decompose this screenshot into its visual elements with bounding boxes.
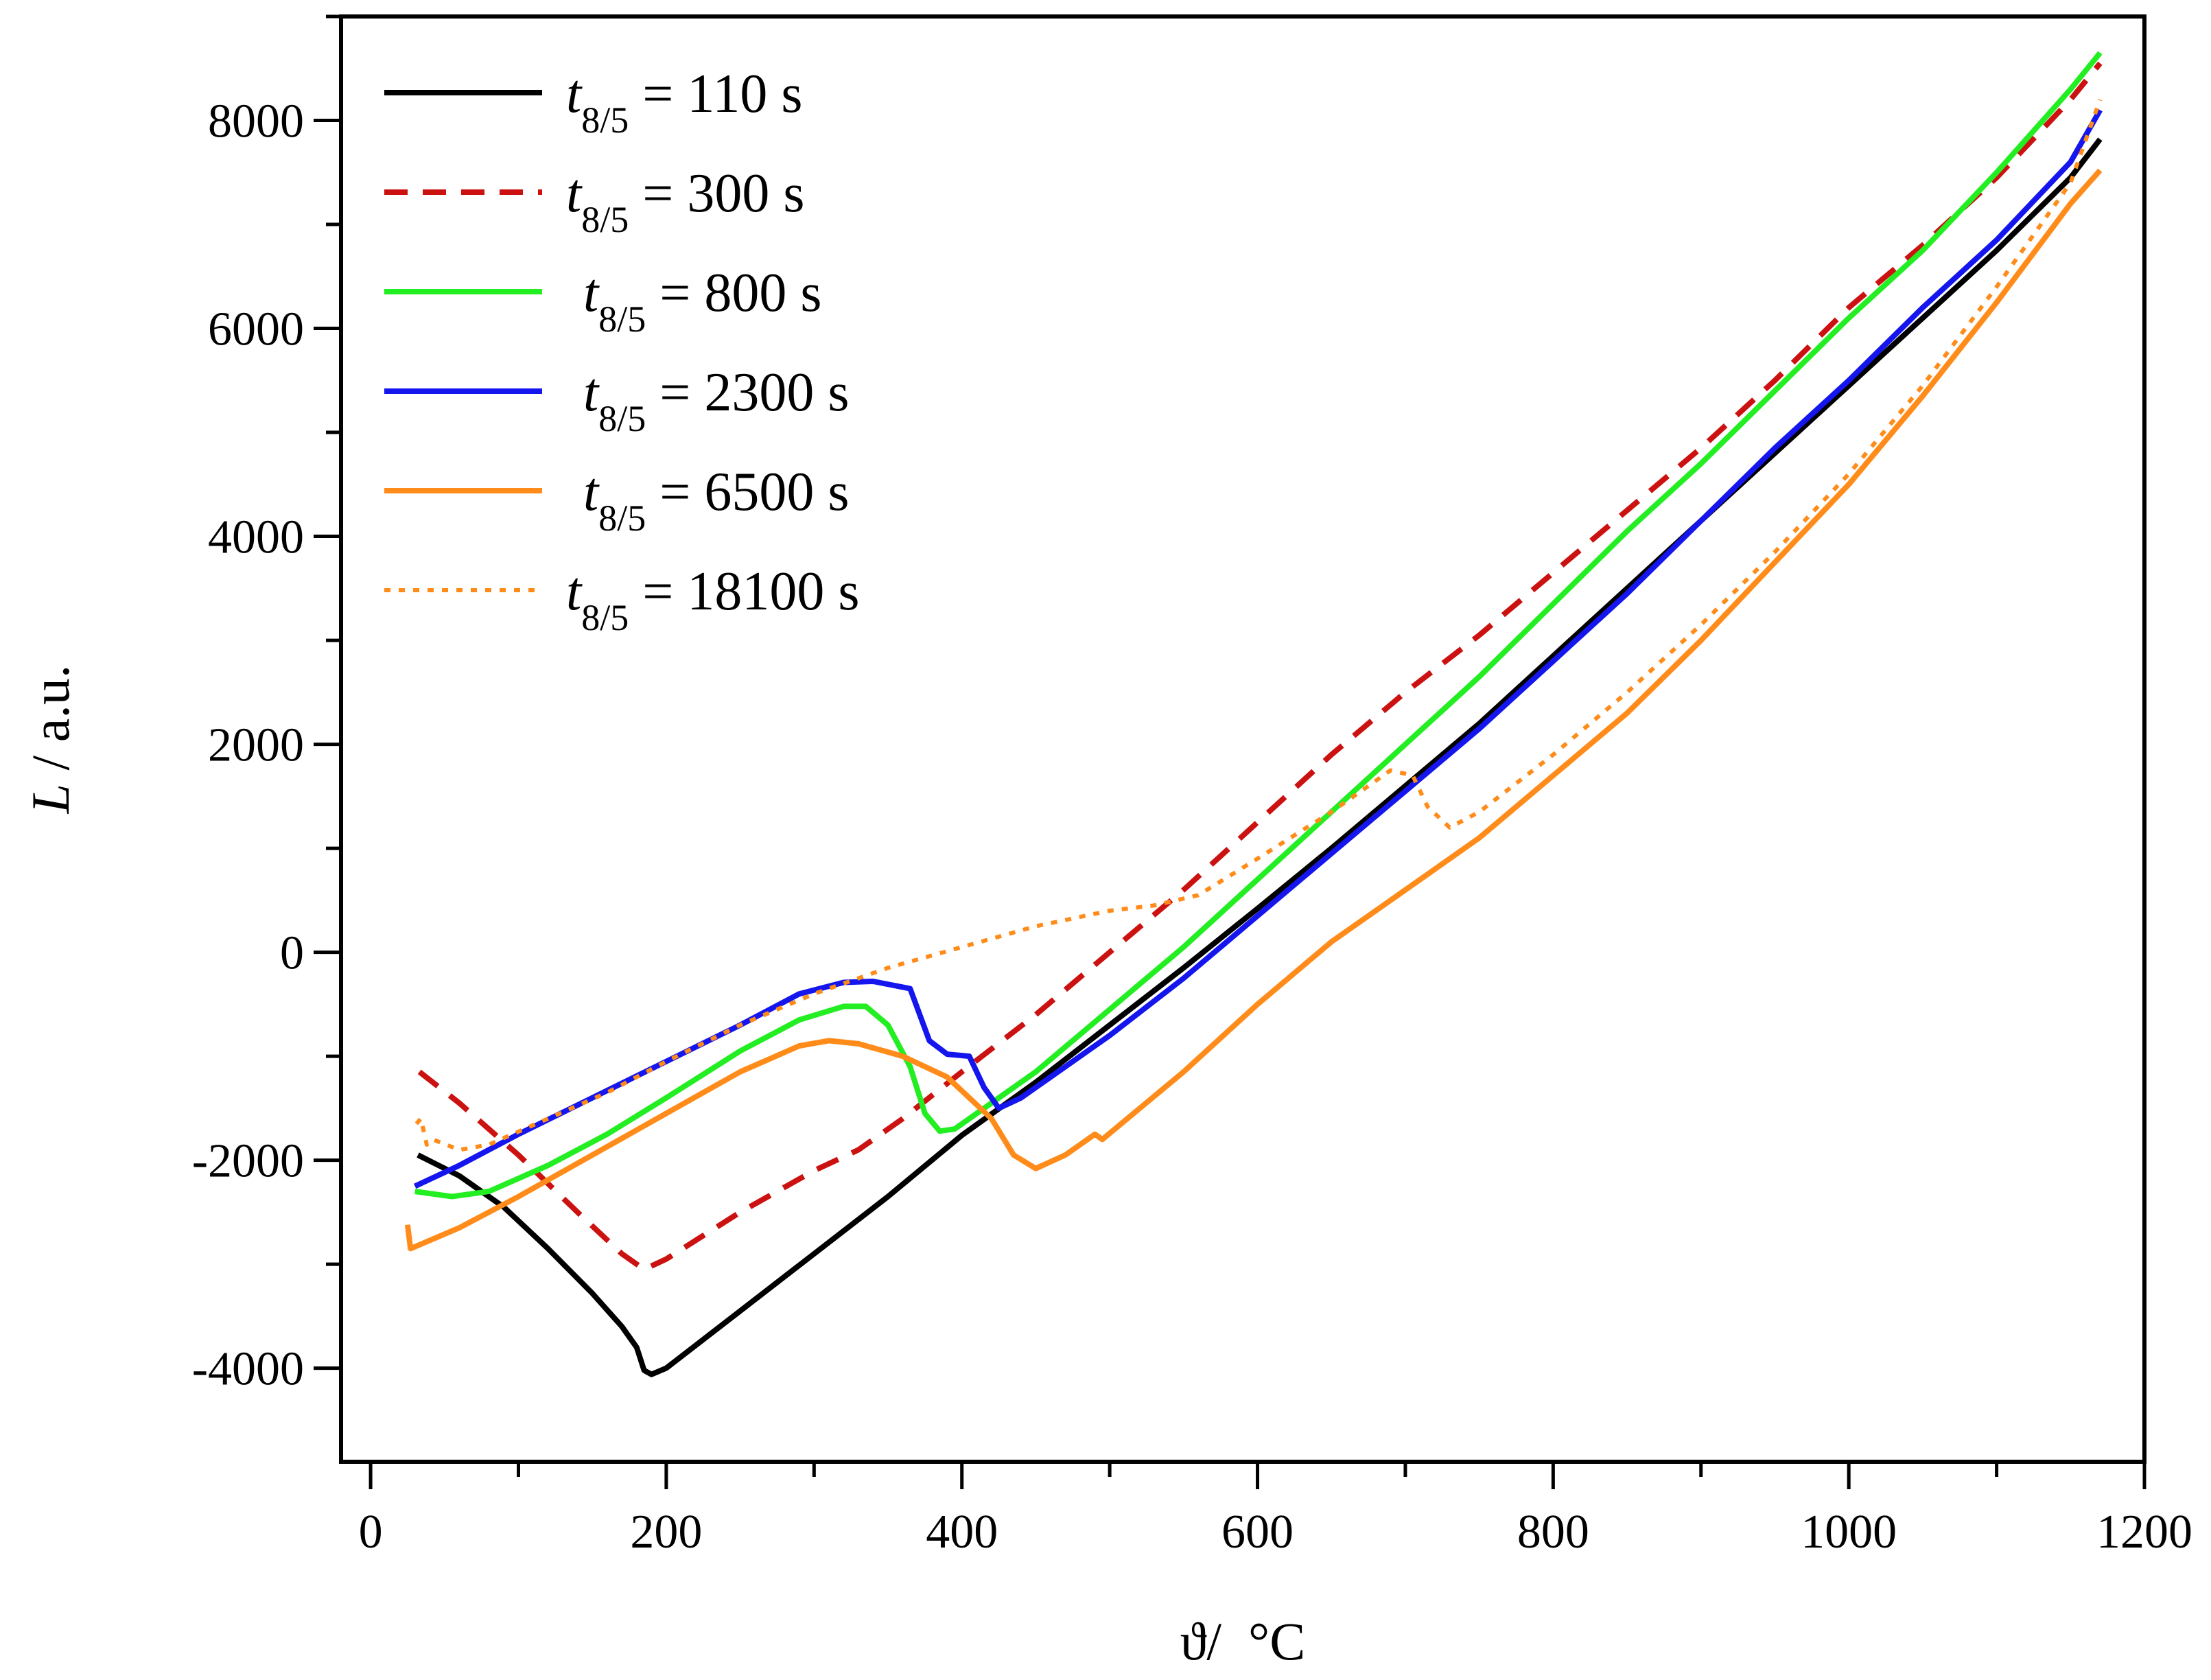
legend-label-2: t8/5 = 300 s: [566, 163, 805, 240]
legend-symbol: t: [566, 64, 583, 124]
series-lines: [404, 51, 2103, 1377]
legend-label-1: t8/5 = 110 s: [566, 64, 803, 141]
y-axis-symbol: L: [21, 784, 80, 814]
y-tick-label: 2000: [208, 719, 304, 772]
y-tick-label: -2000: [192, 1135, 304, 1188]
legend-subscript: 8/5: [581, 100, 629, 141]
x-tick-label: 200: [630, 1506, 702, 1559]
series-line-6: [414, 99, 2103, 1152]
legend-symbol: t: [583, 462, 600, 522]
y-tick-label: -4000: [192, 1343, 304, 1396]
legend-value: = 6500 s: [646, 462, 849, 522]
x-tick-label: 1200: [2096, 1506, 2192, 1559]
legend-subscript: 8/5: [598, 299, 646, 340]
legend-value: = 18100 s: [629, 561, 859, 622]
legend-symbol: t: [566, 561, 583, 622]
legend-value: = 110 s: [629, 64, 802, 124]
legend-value: = 800 s: [646, 263, 821, 323]
legend-label-3: t8/5 = 800 s: [583, 263, 822, 340]
legend-subscript: 8/5: [581, 597, 629, 638]
series-line-1: [417, 137, 2103, 1377]
x-tick-label: 400: [926, 1506, 998, 1559]
legend-symbol: t: [583, 263, 600, 323]
series-line-5: [404, 168, 2103, 1252]
legend-symbol: t: [583, 362, 600, 423]
legend-label-6: t8/5 = 18100 s: [566, 561, 860, 638]
axis-ticks: 0 200 400 600 800 1000 1200 -4000 -2000 0 2000 4000…: [192, 14, 2192, 1559]
legend-value: = 300 s: [629, 163, 804, 224]
x-tick-label: 0: [359, 1506, 383, 1559]
legend-subscript: 8/5: [581, 199, 629, 240]
legend-value: = 2300 s: [646, 362, 849, 423]
y-tick-label: 8000: [208, 95, 304, 148]
plot-area-frame: [339, 14, 2146, 1464]
y-tick-label: 4000: [208, 511, 304, 564]
y-axis-title: L / a.u.: [21, 665, 80, 815]
series-line-3: [414, 51, 2103, 1200]
x-tick-label: 600: [1221, 1506, 1294, 1559]
legend-label-5: t8/5 = 6500 s: [583, 462, 850, 539]
legend-subscript: 8/5: [598, 398, 646, 439]
y-tick-label: 0: [280, 927, 304, 980]
x-tick-label: 800: [1517, 1506, 1589, 1559]
y-tick-label: 6000: [208, 303, 304, 356]
legend-subscript: 8/5: [598, 498, 646, 539]
x-axis-title: ϑ/ °C: [1180, 1611, 1306, 1671]
x-tick-label: 1000: [1801, 1506, 1897, 1559]
legend-symbol: t: [566, 163, 583, 224]
x-axis-unit: / °C: [1206, 1611, 1305, 1671]
x-axis-symbol: ϑ: [1180, 1611, 1207, 1671]
legend-label-4: t8/5 = 2300 s: [583, 362, 850, 439]
y-axis-unit: / a.u.: [21, 665, 80, 784]
legend: t8/5 = 110 st8/5 = 300 st8/5 = 800 st8/5…: [384, 64, 860, 638]
series-line-2: [417, 61, 2103, 1272]
